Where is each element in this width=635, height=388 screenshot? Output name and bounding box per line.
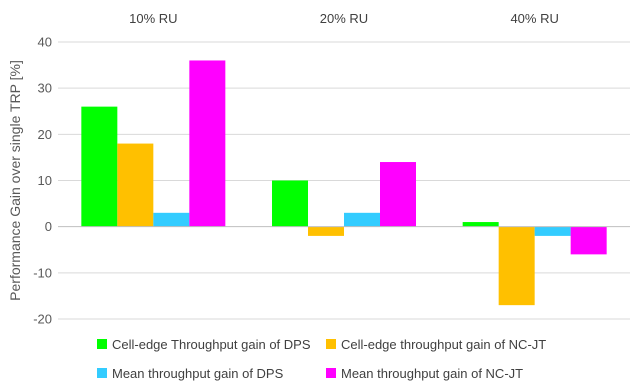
legend-label: Mean throughput gain of DPS bbox=[112, 366, 284, 381]
y-axis-title: Performance Gain over single TRP [%] bbox=[7, 60, 23, 301]
bar bbox=[380, 162, 416, 227]
bar bbox=[344, 212, 380, 227]
category-label: 10% RU bbox=[129, 11, 177, 26]
y-tick-label: 40 bbox=[38, 35, 52, 50]
bar bbox=[189, 60, 226, 227]
legend-label: Mean throughput gain of NC-JT bbox=[341, 366, 523, 381]
bar bbox=[570, 226, 607, 255]
legend-label: Cell-edge throughput gain of NC-JT bbox=[341, 337, 546, 352]
bars bbox=[81, 60, 607, 306]
legend-swatch bbox=[97, 339, 107, 349]
category-label: 40% RU bbox=[510, 11, 558, 26]
y-tick-label: 30 bbox=[38, 81, 52, 96]
category-label: 20% RU bbox=[320, 11, 368, 26]
bar bbox=[153, 212, 190, 227]
legend: Cell-edge Throughput gain of DPS Cell-edg… bbox=[97, 337, 546, 381]
bar bbox=[462, 222, 499, 227]
bar bbox=[534, 226, 571, 236]
bar bbox=[117, 143, 154, 227]
y-tick-label: 20 bbox=[38, 127, 52, 142]
y-tick-label: -10 bbox=[33, 265, 52, 280]
legend-swatch bbox=[97, 368, 107, 378]
y-tick-label: -20 bbox=[33, 312, 52, 327]
legend-swatch bbox=[326, 368, 336, 378]
bar bbox=[272, 180, 308, 227]
bar bbox=[308, 226, 344, 236]
bar bbox=[81, 106, 118, 227]
legend-label: Cell-edge Throughput gain of DPS bbox=[112, 337, 311, 352]
bar bbox=[498, 226, 535, 306]
y-tick-label: 10 bbox=[38, 173, 52, 188]
y-axis-ticks: -20 -10 0 10 20 30 40 bbox=[33, 35, 52, 327]
category-labels: 10% RU 20% RU 40% RU bbox=[129, 11, 559, 26]
legend-swatch bbox=[326, 339, 336, 349]
y-tick-label: 0 bbox=[45, 219, 52, 234]
